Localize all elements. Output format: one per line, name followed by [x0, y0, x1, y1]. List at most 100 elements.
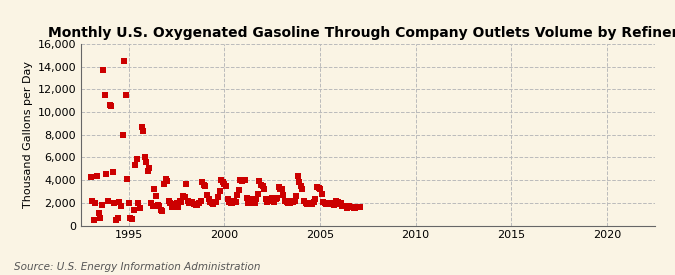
Point — [128, 207, 139, 212]
Point — [169, 204, 180, 208]
Point — [221, 184, 232, 188]
Point — [222, 197, 233, 202]
Point — [168, 202, 179, 206]
Point — [237, 179, 248, 183]
Point — [171, 200, 182, 205]
Point — [159, 181, 169, 186]
Point — [136, 125, 147, 129]
Point — [146, 200, 157, 205]
Point — [217, 180, 228, 185]
Point — [132, 156, 142, 161]
Point — [86, 198, 97, 203]
Point — [112, 215, 123, 220]
Point — [252, 191, 263, 196]
Point — [275, 187, 286, 191]
Point — [124, 200, 134, 205]
Point — [335, 200, 346, 205]
Point — [316, 191, 327, 196]
Point — [278, 193, 289, 197]
Point — [257, 184, 268, 188]
Point — [249, 200, 260, 205]
Point — [269, 199, 279, 204]
Point — [122, 177, 133, 181]
Point — [151, 194, 161, 198]
Point — [230, 199, 241, 204]
Point — [203, 197, 214, 202]
Point — [219, 181, 230, 186]
Point — [93, 211, 104, 215]
Point — [127, 216, 138, 221]
Point — [304, 202, 315, 206]
Point — [315, 187, 325, 191]
Point — [246, 200, 257, 205]
Point — [95, 215, 105, 220]
Point — [154, 204, 165, 208]
Point — [256, 183, 267, 187]
Point — [139, 155, 150, 160]
Point — [182, 198, 193, 203]
Point — [178, 194, 188, 198]
Point — [344, 204, 354, 208]
Point — [273, 185, 284, 189]
Point — [283, 200, 294, 205]
Point — [141, 160, 152, 164]
Point — [234, 188, 244, 192]
Point — [333, 202, 344, 206]
Point — [88, 218, 99, 222]
Point — [85, 175, 96, 179]
Point — [289, 198, 300, 203]
Point — [152, 203, 163, 207]
Point — [267, 196, 277, 200]
Point — [291, 194, 302, 198]
Point — [205, 199, 215, 204]
Point — [297, 187, 308, 191]
Point — [114, 199, 125, 204]
Point — [162, 179, 173, 183]
Point — [213, 195, 223, 199]
Point — [244, 200, 255, 205]
Point — [238, 178, 249, 182]
Point — [324, 200, 335, 205]
Point — [98, 68, 109, 72]
Point — [337, 204, 348, 208]
Point — [350, 206, 360, 211]
Point — [284, 200, 295, 205]
Point — [107, 170, 118, 174]
Point — [243, 200, 254, 205]
Point — [299, 198, 310, 203]
Point — [115, 204, 126, 208]
Point — [189, 202, 200, 206]
Point — [184, 200, 195, 205]
Point — [165, 200, 176, 205]
Point — [138, 129, 148, 134]
Point — [209, 199, 220, 204]
Point — [167, 205, 178, 210]
Point — [319, 200, 330, 205]
Point — [353, 205, 364, 210]
Point — [174, 198, 185, 203]
Point — [302, 202, 313, 206]
Point — [323, 202, 333, 206]
Point — [201, 193, 212, 197]
Point — [251, 197, 262, 202]
Point — [130, 163, 140, 167]
Point — [119, 59, 130, 63]
Point — [294, 180, 305, 185]
Point — [313, 186, 324, 190]
Point — [232, 193, 242, 197]
Point — [326, 202, 337, 206]
Point — [142, 169, 153, 173]
Point — [190, 203, 201, 207]
Point — [104, 103, 115, 108]
Point — [300, 200, 311, 205]
Point — [311, 185, 322, 189]
Point — [200, 184, 211, 188]
Point — [163, 198, 174, 203]
Point — [99, 93, 110, 97]
Point — [194, 200, 205, 205]
Point — [229, 198, 240, 203]
Y-axis label: Thousand Gallons per Day: Thousand Gallons per Day — [24, 61, 33, 208]
Point — [327, 200, 338, 205]
Point — [103, 198, 113, 203]
Point — [180, 195, 190, 199]
